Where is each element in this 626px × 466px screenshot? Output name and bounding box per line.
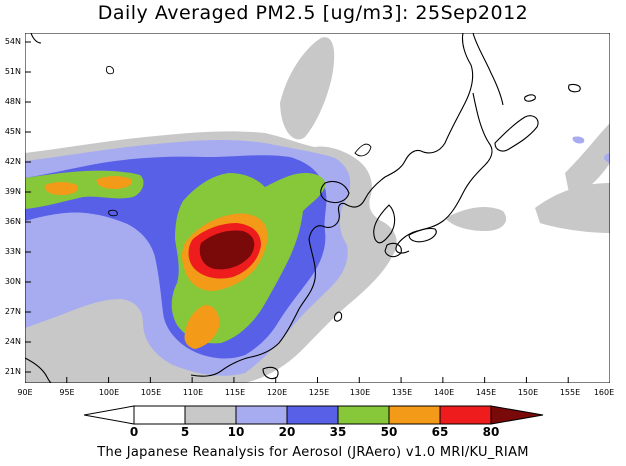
colorbar-segment-10-20 [235, 405, 288, 425]
lon-label-160e: 160E [593, 388, 615, 397]
lat-label-36n: 36N [4, 217, 21, 226]
lon-label-95e: 95E [59, 388, 75, 397]
axis-ticks [25, 41, 610, 383]
colorbar-segment-5-10 [184, 405, 237, 425]
lat-label-30n: 30N [4, 277, 21, 286]
colorbar-label-0: 0 [129, 425, 139, 439]
lon-label-90e: 90E [17, 388, 33, 397]
coastlines [25, 33, 581, 383]
colorbar-label-50: 50 [380, 425, 398, 439]
lon-label-100e: 100E [98, 388, 120, 397]
lat-label-21n: 21N [4, 367, 21, 376]
lat-label-54n: 54N [4, 37, 21, 46]
lat-label-39n: 39N [4, 187, 21, 196]
pm25-map [25, 33, 610, 383]
lon-label-145e: 145E [475, 388, 497, 397]
map-title: Daily Averaged PM2.5 [ug/m3]: 25Sep2012 [97, 2, 529, 24]
lon-label-135e: 135E [391, 388, 413, 397]
lon-label-155e: 155E [559, 388, 581, 397]
country-borders [106, 66, 372, 217]
lat-label-42n: 42N [4, 157, 21, 166]
colorbar-segment-50-65 [388, 405, 441, 425]
lon-label-150e: 150E [517, 388, 539, 397]
lon-label-120e: 120E [266, 388, 288, 397]
lat-label-24n: 24N [4, 337, 21, 346]
lat-label-51n: 51N [4, 67, 21, 76]
colorbar-label-5: 5 [180, 425, 190, 439]
lat-label-48n: 48N [4, 97, 21, 106]
colorbar-segment-20-35 [286, 405, 339, 425]
colorbar-label-65: 65 [431, 425, 449, 439]
footer-credit: The Japanese Reanalysis for Aerosol (JRA… [97, 445, 529, 460]
lon-label-130e: 130E [349, 388, 371, 397]
colorbar-label-20: 20 [278, 425, 296, 439]
colorbar-segment-65-80 [439, 405, 492, 425]
lon-label-140e: 140E [433, 388, 455, 397]
lat-label-45n: 45N [4, 127, 21, 136]
lat-label-33n: 33N [4, 247, 21, 256]
colorbar [84, 405, 544, 425]
colorbar-label-10: 10 [227, 425, 245, 439]
colorbar-label-35: 35 [329, 425, 347, 439]
lon-label-105e: 105E [140, 388, 162, 397]
colorbar-segment-lt0 [84, 405, 135, 425]
lon-label-125e: 125E [308, 388, 330, 397]
lon-label-115e: 115E [224, 388, 246, 397]
colorbar-segment-35-50 [337, 405, 390, 425]
colorbar-label-80: 80 [482, 425, 500, 439]
lat-label-27n: 27N [4, 307, 21, 316]
pm25-band-dark-red [199, 230, 255, 270]
colorbar-segment-0-5 [133, 405, 186, 425]
colorbar-segment-gt80 [490, 405, 544, 425]
lon-label-110e: 110E [182, 388, 204, 397]
